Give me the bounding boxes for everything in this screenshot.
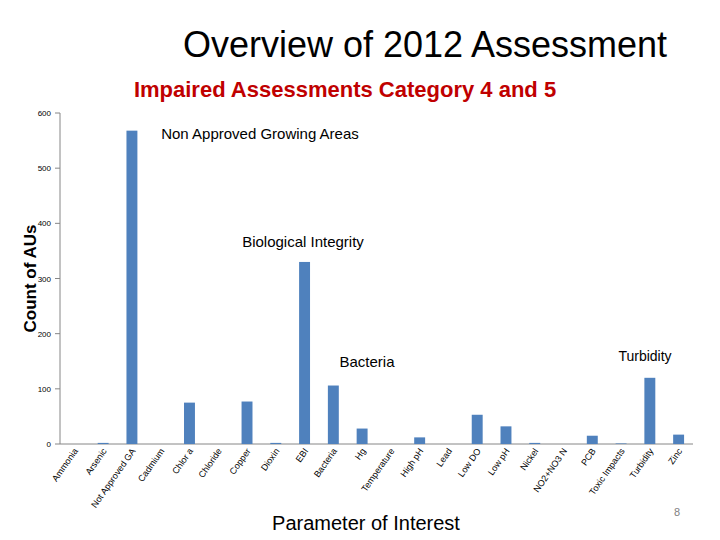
x-tick-label: Not Approved GA — [89, 446, 137, 509]
x-tick-label: Lead — [434, 446, 454, 468]
x-tick-label: Low DO — [456, 446, 483, 478]
x-tick-label: Arsenic — [83, 446, 109, 477]
bar — [558, 444, 569, 445]
bar — [126, 131, 137, 444]
bars — [98, 131, 684, 444]
bar — [98, 443, 109, 444]
y-tick — [55, 168, 60, 169]
bar — [616, 443, 627, 444]
y-tick — [55, 278, 60, 279]
x-tick-label: Toxic Impacts — [587, 446, 627, 497]
page-number: 8 — [674, 506, 680, 518]
bar — [644, 378, 655, 444]
x-tick-label: Bacteria — [312, 446, 339, 479]
x-tick-label: Low pH — [486, 446, 512, 477]
bar — [270, 443, 281, 444]
bar — [673, 435, 684, 444]
bar — [385, 444, 396, 445]
bar — [443, 444, 454, 445]
subtitle: Impaired Assessments Category 4 and 5 — [134, 77, 556, 102]
y-tick — [55, 223, 60, 224]
bar — [299, 262, 310, 444]
bar — [155, 444, 166, 445]
bar — [587, 436, 598, 444]
bar — [242, 402, 253, 444]
bar — [501, 426, 512, 444]
y-tick — [55, 333, 60, 334]
annotation: Bacteria — [339, 353, 395, 370]
bar — [213, 444, 224, 445]
bar — [328, 386, 339, 444]
y-axis-label: Count of AUs — [21, 225, 40, 333]
chart-svg: Overview of 2012 Assessment Impaired Asse… — [0, 0, 720, 540]
annotation: Biological Integrity — [242, 233, 364, 250]
x-tick-label: Copper — [228, 446, 253, 476]
bar — [414, 437, 425, 444]
x-tick-label: High pH — [398, 446, 425, 478]
chart-container: Overview of 2012 Assessment Impaired Asse… — [0, 0, 720, 540]
x-tick-label: Hg — [353, 446, 368, 461]
y-tick — [55, 113, 60, 114]
title: Overview of 2012 Assessment — [183, 24, 667, 65]
x-tick-label: EBI — [294, 446, 311, 464]
bar — [69, 444, 80, 445]
x-tick-label: NO2+NO3 N — [532, 446, 570, 494]
y-tick — [55, 444, 60, 445]
y-tick-label: 0 — [47, 440, 52, 449]
x-axis-label: Parameter of Interest — [272, 512, 460, 534]
x-tick-label: Temperature — [359, 446, 396, 493]
x-tick-label: Nickel — [518, 446, 540, 472]
x-tick-label: Dioxin — [259, 446, 282, 472]
x-axis-line — [60, 444, 693, 445]
y-tick-label: 100 — [38, 385, 52, 394]
y-tick-label: 600 — [38, 109, 52, 118]
x-tick-label: Zinc — [666, 446, 684, 466]
annotation: Non Approved Growing Areas — [161, 125, 359, 142]
annotation: Turbidity — [618, 348, 671, 364]
y-tick — [55, 388, 60, 389]
bar — [472, 415, 483, 444]
bar — [357, 429, 368, 444]
x-tick-label: Chloride — [196, 446, 223, 479]
bar — [529, 443, 540, 444]
x-tick-label: Cadmium — [136, 446, 166, 483]
y-tick-label: 500 — [38, 164, 52, 173]
x-tick-label: Ammonia — [50, 446, 80, 483]
x-tick-label: PCB — [579, 446, 598, 467]
x-tick-label: Turbidity — [628, 446, 656, 480]
x-tick-label: Chlor a — [170, 446, 195, 476]
bar — [184, 403, 195, 444]
